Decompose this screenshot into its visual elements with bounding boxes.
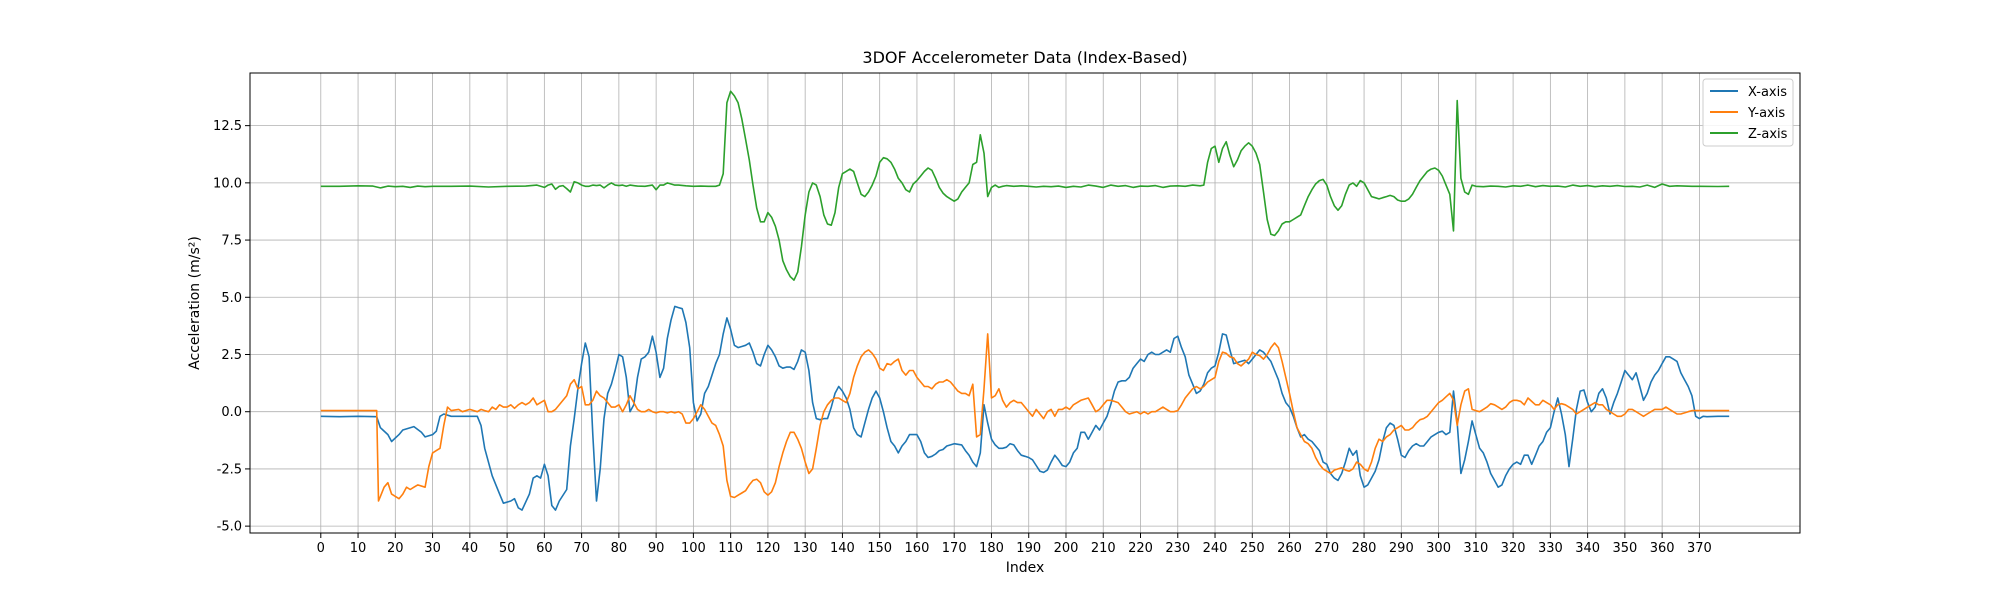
x-tick-label: 290 [1389,541,1414,556]
legend-label-y: Y-axis [1747,106,1785,121]
x-tick-label: 320 [1501,541,1526,556]
legend-label-x: X-axis [1748,85,1787,100]
y-tick-label: -2.5 [217,462,242,477]
x-tick-label: 330 [1538,541,1563,556]
y-tick-label: -5.0 [217,520,242,535]
x-tick-label: 250 [1240,541,1265,556]
y-tick-label: 10.0 [213,176,242,191]
series-line-x-axis [320,305,1730,511]
x-tick-label: 230 [1165,541,1190,556]
series-line-z-axis [320,90,1730,281]
x-tick-label: 180 [979,541,1004,556]
x-tick-label: 170 [942,541,967,556]
x-axis-label: Index [1006,560,1045,576]
x-tick-label: 280 [1352,541,1377,556]
x-tick-label: 270 [1314,541,1339,556]
x-tick-label: 130 [793,541,818,556]
x-tick-label: 100 [681,541,706,556]
x-tick-label: 70 [573,541,590,556]
x-tick-label: 90 [648,541,665,556]
x-tick-label: 200 [1054,541,1079,556]
x-tick-label: 310 [1463,541,1488,556]
x-tick-label: 40 [462,541,479,556]
x-tick-label: 260 [1277,541,1302,556]
y-tick-label: 0.0 [221,405,242,420]
x-tick-label: 20 [387,541,404,556]
x-tick-label: 160 [905,541,930,556]
y-tick-label: 12.5 [213,119,242,134]
x-tick-label: 190 [1016,541,1041,556]
series-lines [320,90,1730,511]
x-tick-label: 240 [1203,541,1228,556]
x-tick-label: 220 [1128,541,1153,556]
x-tick-label: 110 [718,541,743,556]
grid-lines [250,73,1800,533]
x-axis-ticks: 0 10 20 30 40 50 60 70 80 90 100 110 120 130 140 150 160… [317,533,1712,556]
legend-box [1702,78,1794,147]
y-axis-label: Acceleration (m/s²) [187,236,203,370]
series-line-y-axis [320,333,1730,502]
plot-frame [249,72,1801,534]
x-tick-label: 120 [755,541,780,556]
x-tick-label: 340 [1575,541,1600,556]
x-tick-label: 80 [611,541,628,556]
x-tick-label: 50 [499,541,516,556]
chart-title: 3DOF Accelerometer Data (Index-Based) [862,48,1187,67]
x-tick-label: 360 [1650,541,1675,556]
x-tick-label: 370 [1687,541,1712,556]
x-tick-label: 350 [1612,541,1637,556]
y-tick-label: 7.5 [221,234,242,249]
x-tick-label: 10 [350,541,367,556]
legend: X-axis Y-axis Z-axis [1702,78,1794,147]
x-tick-label: 0 [317,541,325,556]
legend-label-z: Z-axis [1748,127,1788,142]
x-tick-label: 300 [1426,541,1451,556]
y-tick-label: 2.5 [221,348,242,363]
y-tick-label: 5.0 [221,291,242,306]
x-tick-label: 30 [424,541,441,556]
x-tick-label: 140 [830,541,855,556]
x-tick-label: 150 [867,541,892,556]
y-axis-ticks: -5.0 -2.5 0.0 2.5 5.0 7.5 10.0 12.5 [213,119,250,535]
x-tick-label: 210 [1091,541,1116,556]
x-tick-label: 60 [536,541,553,556]
